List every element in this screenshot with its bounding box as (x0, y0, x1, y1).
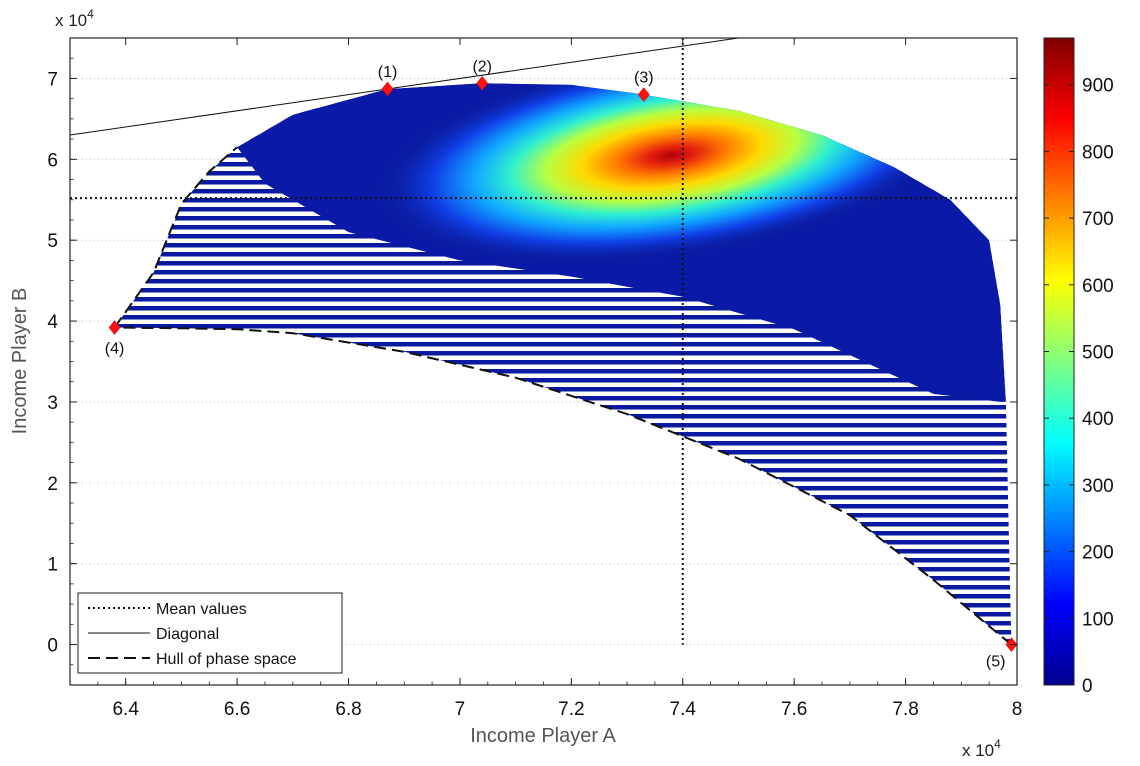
point-marker-2 (476, 75, 489, 91)
y-tick-label-5: 5 (47, 231, 58, 252)
point-label-4: (4) (105, 341, 125, 358)
point-marker-3 (637, 87, 650, 103)
legend: Mean values Diagonal Hull of phase space (77, 592, 343, 674)
y-tick-label-6: 6 (47, 150, 58, 171)
point-label-1: (1) (378, 64, 398, 81)
colorbar-tick-label-4: 400 (1082, 409, 1114, 430)
colorbar-tick-label-0: 0 (1082, 676, 1093, 697)
hull-lower (114, 326, 1013, 646)
y-tick-label-3: 3 (47, 393, 58, 414)
point-marker-4 (108, 320, 121, 335)
x-exponent-label: x 104 (962, 737, 1001, 760)
colorbar-tick-label-7: 700 (1082, 209, 1114, 230)
x-tick-label-4: 7.2 (558, 699, 584, 720)
x-axis-label: Income Player A (470, 725, 616, 747)
x-tick-label-1: 6.6 (224, 699, 250, 720)
y-tick-label-0: 0 (47, 636, 58, 657)
colorbar-tick-label-2: 200 (1082, 543, 1114, 564)
point-label-2: (2) (472, 58, 492, 75)
point-label-5: (5) (986, 654, 1006, 671)
x-tick-label-2: 6.8 (335, 699, 361, 720)
legend-diagonal: Diagonal (156, 626, 219, 643)
point-marker-1 (381, 81, 394, 97)
legend-hull: Hull of phase space (156, 651, 297, 668)
colorbar-tick-label-8: 800 (1082, 142, 1114, 163)
legend-mean-values: Mean values (156, 601, 247, 618)
x-tick-label-8: 8 (1012, 699, 1023, 720)
colorbar-tick-label-1: 100 (1082, 609, 1114, 630)
point-label-3: (3) (634, 70, 654, 87)
colorbar-tick-label-3: 300 (1082, 476, 1114, 497)
y-tick-label-7: 7 (47, 69, 58, 90)
x-tick-label-7: 7.8 (892, 699, 918, 720)
diagonal-line (70, 38, 739, 136)
colorbar (1043, 37, 1075, 686)
colorbar-tick-label-5: 500 (1082, 342, 1114, 363)
colorbar-tick-label-6: 600 (1082, 276, 1114, 297)
x-tick-label-5: 7.4 (670, 699, 697, 720)
y-exponent-label: x 104 (55, 7, 94, 30)
colorbar-tick-label-9: 900 (1082, 76, 1114, 97)
x-tick-label-6: 7.6 (781, 699, 807, 720)
y-tick-label-4: 4 (47, 312, 58, 333)
x-tick-label-3: 7 (455, 699, 466, 720)
y-axis-label: Income Player B (9, 288, 31, 435)
y-tick-label-2: 2 (47, 474, 58, 495)
y-tick-label-1: 1 (47, 555, 58, 576)
hull-left (113, 146, 238, 329)
x-tick-label-0: 6.4 (112, 699, 139, 720)
